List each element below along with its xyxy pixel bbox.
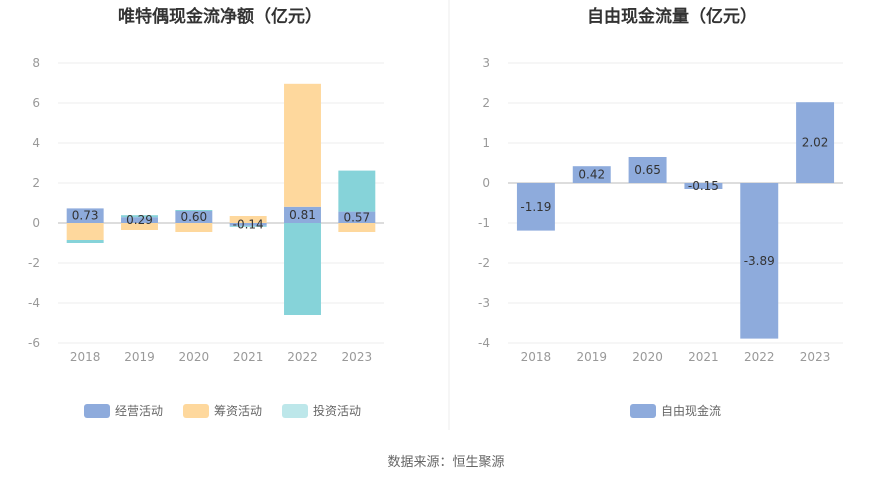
- left-bar-3: [175, 210, 213, 211]
- right-y-tick-labels: 3 2 1 0 -1 -2 -3 -4: [478, 56, 490, 350]
- left-y-tick: 2: [32, 176, 40, 190]
- left-legend-swatch: [282, 404, 308, 418]
- right-data-label: 0.42: [578, 168, 605, 182]
- right-bars: [516, 102, 835, 339]
- right-bar-1: [572, 166, 611, 183]
- left-legend-item-3[interactable]: 投资活动: [282, 403, 361, 418]
- right-x-tick: 2023: [800, 350, 831, 364]
- right-y-tick: -2: [478, 256, 490, 270]
- left-y-tick: -6: [28, 336, 40, 350]
- left-bar-1: [338, 211, 376, 223]
- left-data-label: -0.14: [233, 217, 264, 231]
- left-bar-2: [338, 223, 376, 232]
- right-x-tick: 2018: [521, 350, 552, 364]
- left-bar-3: [338, 170, 376, 212]
- right-gridlines: [508, 62, 843, 344]
- right-y-tick: -1: [478, 216, 490, 230]
- right-data-label: -0.15: [688, 179, 719, 193]
- right-bar-1: [796, 102, 835, 183]
- right-y-tick: 2: [482, 96, 490, 110]
- right-legend-swatch: [630, 404, 656, 418]
- left-y-tick-labels: 8 6 4 2 0 -2 -4 -6: [28, 56, 40, 350]
- left-data-labels: 0.73 0.29 0.60 -0.14 0.81 0.57: [72, 208, 370, 232]
- left-x-tick: 2021: [233, 350, 264, 364]
- left-x-tick: 2022: [287, 350, 318, 364]
- right-legend-label: 自由现金流: [661, 403, 721, 418]
- left-data-label: 0.81: [289, 208, 316, 222]
- right-x-tick: 2021: [688, 350, 719, 364]
- left-legend[interactable]: 经营活动 筹资活动 投资活动: [84, 403, 361, 418]
- left-legend-label: 投资活动: [313, 403, 361, 418]
- right-data-label: -3.89: [744, 254, 775, 268]
- right-x-tick: 2022: [744, 350, 775, 364]
- right-bar-1: [740, 183, 779, 339]
- left-y-tick: -4: [28, 296, 40, 310]
- left-legend-swatch: [183, 404, 209, 418]
- left-bar-2: [175, 223, 213, 232]
- right-y-tick: 0: [482, 176, 490, 190]
- right-y-tick: 3: [482, 56, 490, 70]
- right-bar-1: [628, 157, 667, 183]
- left-data-label: 0.60: [180, 210, 207, 224]
- right-legend-item-1[interactable]: 自由现金流: [630, 403, 721, 418]
- left-y-tick: 4: [32, 136, 40, 150]
- data-source-note: 数据来源：恒生聚源: [387, 455, 504, 470]
- right-data-labels: -1.19 0.42 0.65 -0.15 -3.89 2.02: [520, 136, 828, 268]
- left-x-tick: 2023: [342, 350, 373, 364]
- left-bar-1: [121, 217, 158, 223]
- left-bar-3: [121, 215, 158, 218]
- left-bar-2: [121, 223, 158, 230]
- right-y-tick: -4: [478, 336, 490, 350]
- right-x-tick-labels: 2018 2019 2020 2021 2022 2023: [521, 350, 831, 364]
- left-legend-label: 经营活动: [115, 404, 163, 418]
- left-data-label: 0.29: [126, 213, 153, 227]
- right-y-tick: 1: [482, 136, 490, 150]
- right-legend[interactable]: 自由现金流: [630, 403, 721, 418]
- right-chart-title: 自由现金流量（亿元）: [587, 6, 757, 27]
- right-data-label: 0.65: [634, 163, 661, 177]
- left-data-label: 0.57: [343, 210, 370, 224]
- left-x-tick-labels: 2018 2019 2020 2021 2022 2023: [70, 350, 372, 364]
- left-y-tick: 0: [32, 216, 40, 230]
- left-legend-item-2[interactable]: 筹资活动: [183, 404, 262, 418]
- left-gridlines: [58, 62, 384, 344]
- right-bar-1: [684, 183, 723, 189]
- left-bars: [66, 83, 376, 315]
- left-legend-swatch: [84, 404, 110, 418]
- left-bar-3: [284, 223, 321, 315]
- left-y-tick: 6: [32, 96, 40, 110]
- right-data-label: 2.02: [802, 136, 829, 150]
- right-x-tick: 2019: [576, 350, 607, 364]
- left-y-tick: -2: [28, 256, 40, 270]
- left-x-tick: 2020: [179, 350, 210, 364]
- left-bar-3: [66, 240, 104, 243]
- left-x-tick: 2018: [70, 350, 101, 364]
- left-bar-1: [175, 211, 213, 223]
- left-chart-title: 唯特偶现金流净额（亿元）: [118, 6, 322, 27]
- right-y-tick: -3: [478, 296, 490, 310]
- cashflow-net-chart: 唯特偶现金流净额（亿元） 8 6 4 2 0 -2 -4 -6 2018 2019 2020 202…: [28, 6, 384, 418]
- free-cashflow-chart: 自由现金流量（亿元） 3 2 1 0 -1 -2 -3 -4 2018 2019 2020 2021…: [478, 6, 843, 418]
- left-bar-1: [66, 208, 104, 223]
- left-x-tick: 2019: [124, 350, 155, 364]
- left-bar-1: [229, 223, 267, 226]
- right-bar-1: [516, 183, 555, 231]
- right-x-tick: 2020: [632, 350, 663, 364]
- left-bar-2: [229, 216, 267, 223]
- right-data-label: -1.19: [520, 200, 551, 214]
- left-bar-3: [229, 225, 267, 227]
- left-legend-label: 筹资活动: [214, 404, 262, 418]
- left-y-tick: 8: [32, 56, 40, 70]
- left-bar-2: [284, 83, 321, 207]
- left-data-label: 0.73: [72, 209, 99, 223]
- left-bar-1: [284, 206, 321, 223]
- left-bar-2: [66, 223, 104, 240]
- left-legend-item-1[interactable]: 经营活动: [84, 404, 163, 418]
